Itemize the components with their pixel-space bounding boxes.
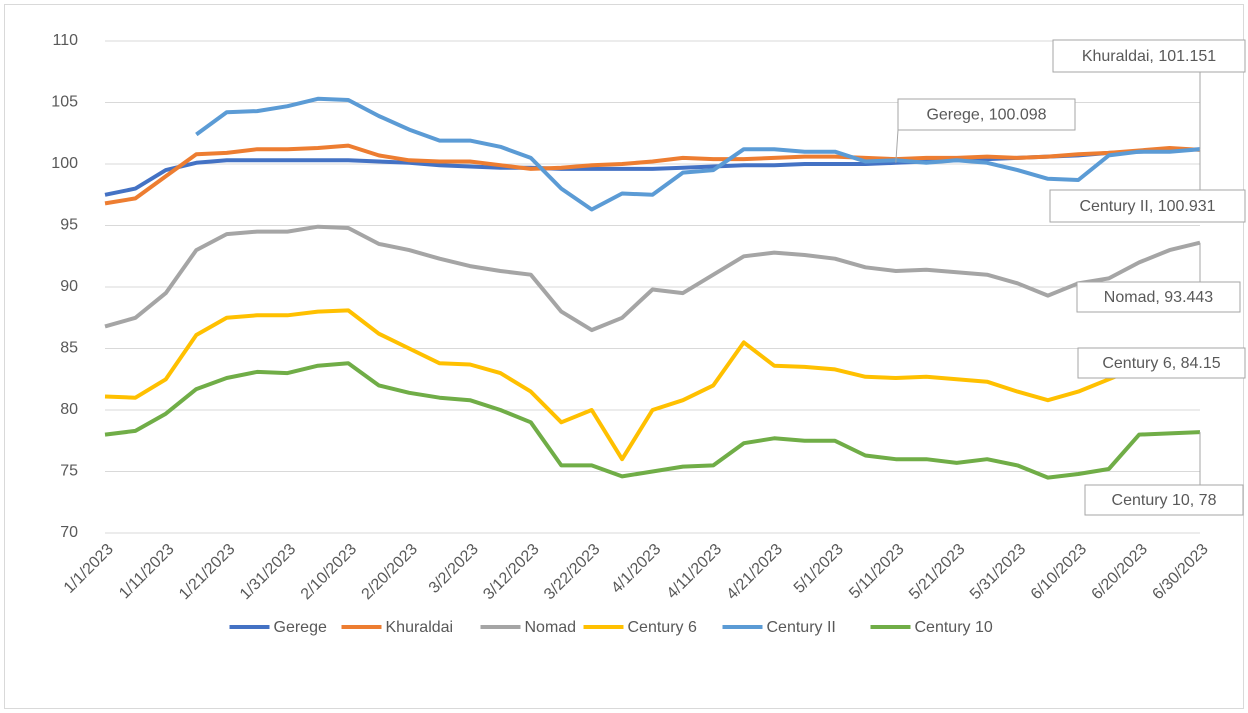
annotation-box bbox=[1049, 189, 1246, 223]
annotation-box bbox=[897, 98, 1076, 131]
series-line bbox=[104, 224, 1201, 333]
annotation: Century II, 100.931 bbox=[1079, 198, 1215, 215]
y-tick-label: 90 bbox=[60, 278, 78, 295]
y-tick-label: 110 bbox=[52, 32, 78, 49]
annotation: Khuraldai, 101.151 bbox=[1082, 48, 1216, 65]
legend-label: Century 6 bbox=[628, 619, 697, 636]
annotation-box bbox=[1052, 39, 1246, 73]
y-tick-label: 95 bbox=[60, 217, 78, 234]
annotation: Century 10, 78 bbox=[1112, 492, 1217, 509]
y-tick-label: 75 bbox=[60, 463, 78, 480]
annotation-box bbox=[1077, 347, 1246, 379]
series-line bbox=[104, 308, 1201, 462]
annotation-box bbox=[1076, 281, 1241, 313]
legend-label: Nomad bbox=[525, 619, 577, 636]
y-tick-label: 105 bbox=[51, 94, 78, 111]
y-tick-label: 80 bbox=[60, 401, 78, 418]
legend-label: Gerege bbox=[274, 619, 327, 636]
legend-label: Century II bbox=[767, 619, 836, 636]
series-line bbox=[195, 96, 1201, 212]
leader-line bbox=[895, 129, 899, 163]
annotation: Nomad, 93.443 bbox=[1104, 289, 1214, 306]
legend: Gerege Khuraldai Nomad Century 6 Century II C… bbox=[229, 619, 993, 636]
y-tick-label: 100 bbox=[51, 155, 78, 172]
legend-label: Khuraldai bbox=[386, 619, 454, 636]
annotation-box bbox=[1084, 484, 1244, 516]
annotation: Century 6, 84.15 bbox=[1102, 355, 1220, 372]
y-tick-label: 70 bbox=[60, 524, 78, 541]
series-line bbox=[104, 361, 1201, 480]
annotation: Gerege, 100.098 bbox=[926, 107, 1046, 124]
series-line bbox=[104, 143, 1201, 206]
legend-label: Century 10 bbox=[915, 619, 993, 636]
y-tick-label: 85 bbox=[60, 340, 78, 357]
